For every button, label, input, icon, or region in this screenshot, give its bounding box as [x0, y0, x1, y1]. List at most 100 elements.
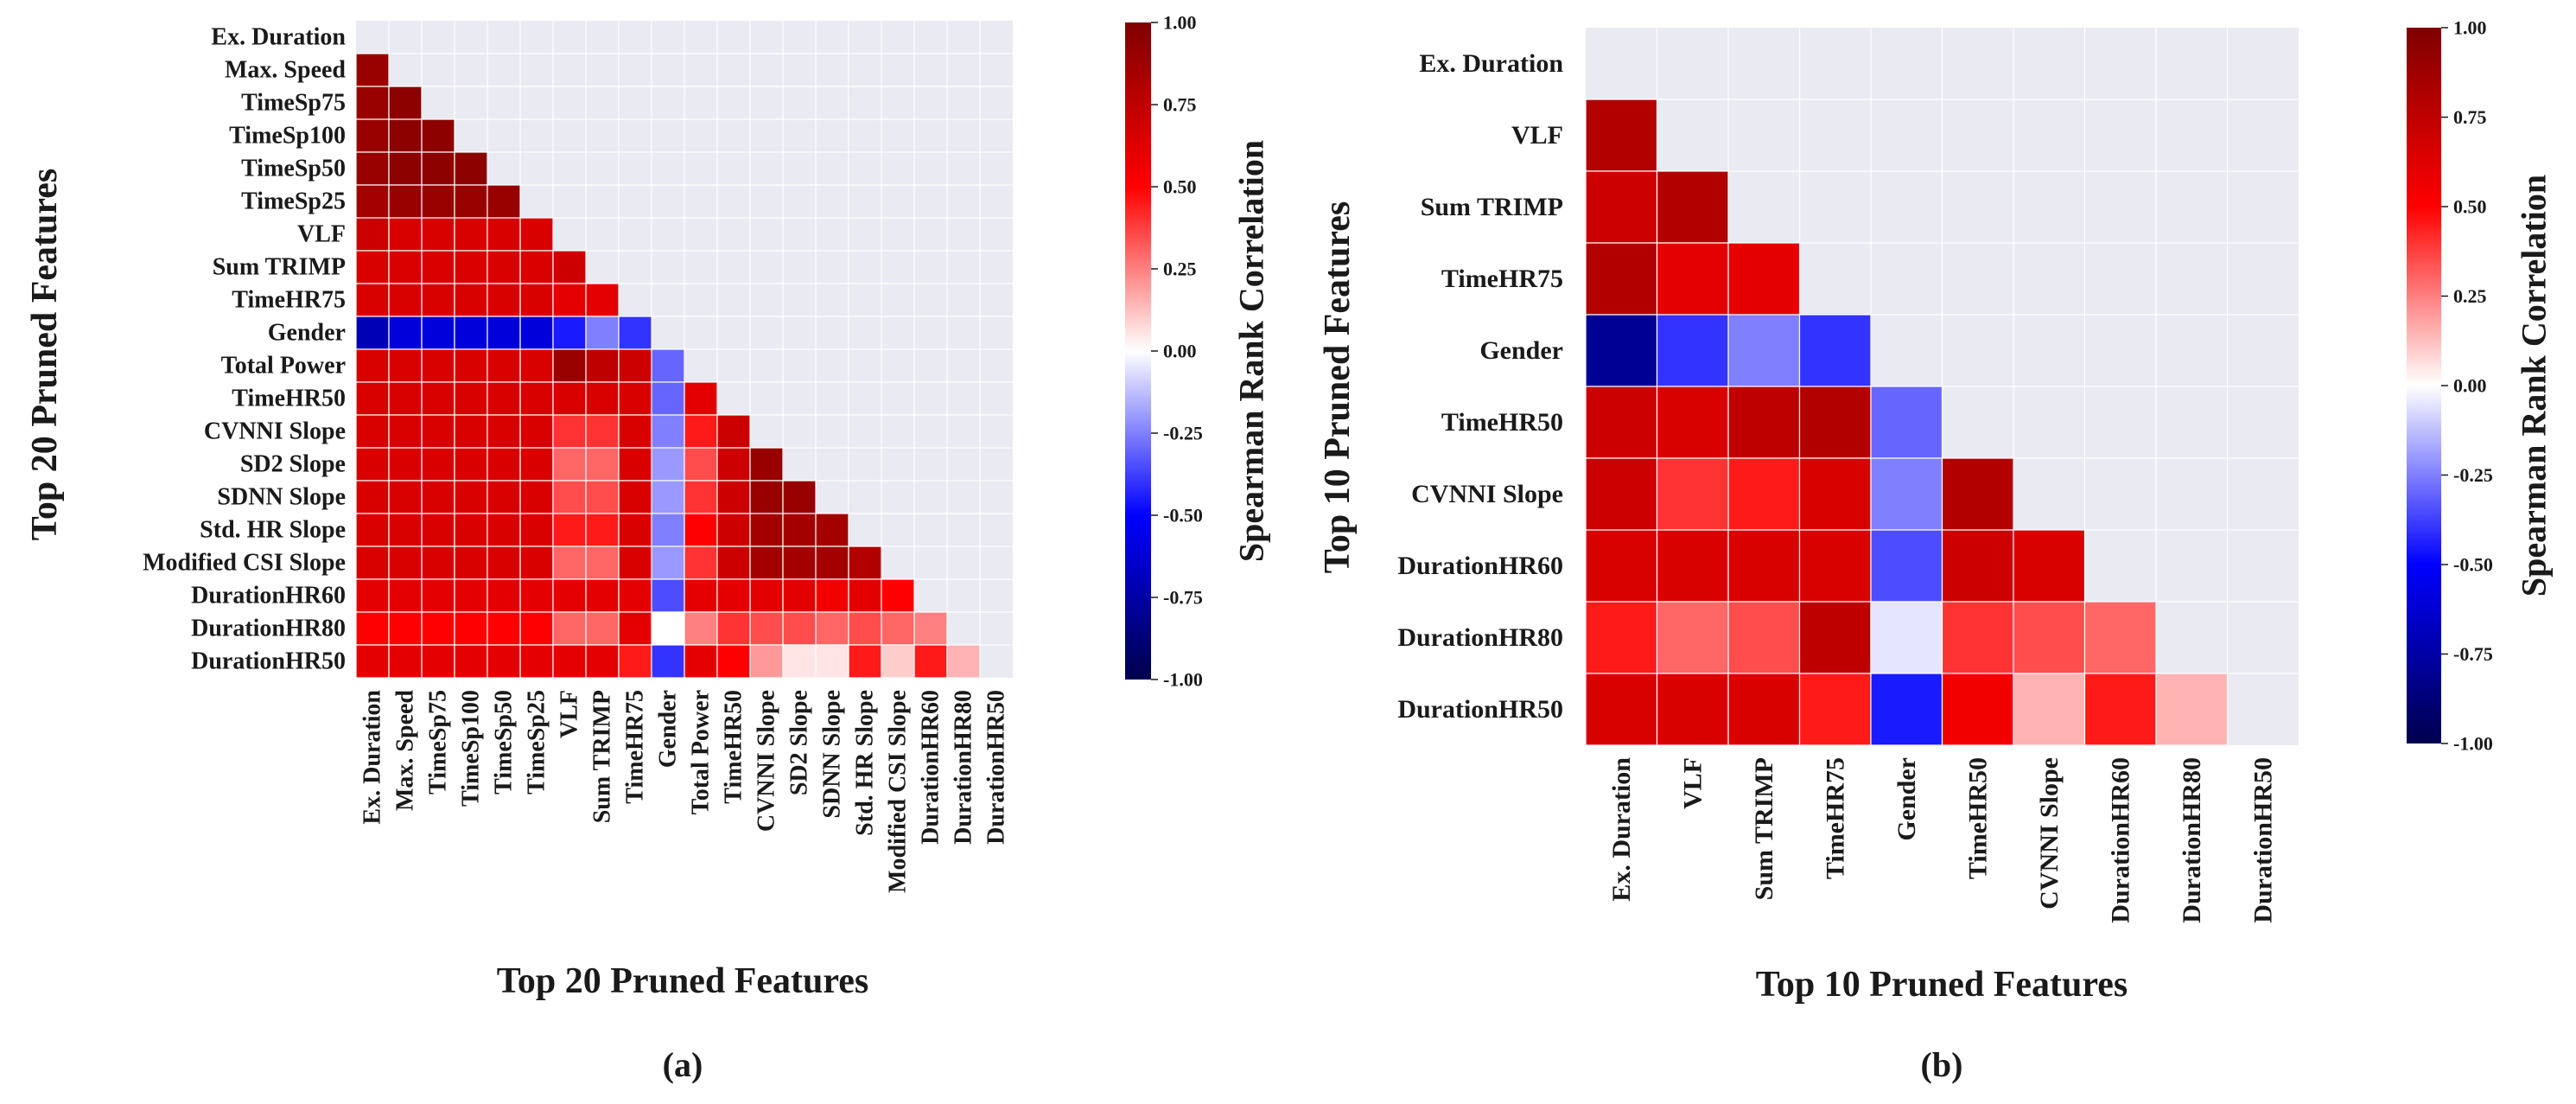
heatmap-cell	[585, 546, 620, 580]
y-tick-label: Sum TRIMP	[1421, 193, 1563, 221]
y-tick-label: TimeHR75	[232, 287, 346, 314]
y-tick-label: Ex. Duration	[211, 24, 346, 51]
x-tick-label: TimeHR75	[1821, 757, 1849, 879]
heatmap-cell	[519, 611, 554, 646]
heatmap-cell	[684, 381, 718, 416]
heatmap-cell	[421, 513, 455, 547]
heatmap-cell	[552, 381, 587, 416]
heatmap-cell	[421, 250, 455, 284]
x-tick-label: Std. HR Slope	[852, 690, 879, 836]
heatmap-cell	[487, 348, 521, 383]
heatmap-cell	[355, 546, 390, 580]
heatmap-cell	[355, 644, 390, 679]
heatmap-cell	[388, 86, 423, 120]
heatmap-cell	[651, 381, 685, 416]
heatmap-cell	[421, 348, 455, 383]
y-tick-label: DurationHR80	[1397, 623, 1563, 652]
heatmap-cell	[519, 644, 554, 679]
heatmap-cell	[585, 578, 620, 613]
heatmap-cell	[1941, 457, 2014, 531]
heatmap-cell	[815, 546, 849, 580]
heatmap-cell	[487, 283, 521, 317]
colorbar-tick-label: 0.25	[1163, 258, 1197, 280]
y-tick-label: TimeHR50	[1441, 408, 1563, 437]
x-tick-label: TimeHR75	[622, 690, 649, 804]
colorbar-tick-label: -0.50	[2453, 554, 2493, 576]
heatmap-cell	[815, 578, 849, 613]
heatmap-cell	[1870, 601, 1943, 674]
heatmap-cell	[1941, 601, 2014, 674]
heatmap-cell	[519, 348, 554, 383]
heatmap-cell	[585, 414, 620, 449]
heatmap-cell	[355, 118, 390, 153]
heatmap-cell	[519, 480, 554, 514]
heatmap-cell	[782, 611, 817, 646]
heatmap-cell	[848, 578, 882, 613]
colorbar-tick-label: -1.00	[2453, 733, 2493, 755]
heatmap-panel-b: Ex. Duration VLF Sum TRIMP TimeHR75 Gender Ti…	[1318, 17, 2554, 1085]
heatmap-cell	[618, 611, 652, 646]
heatmap-cell	[519, 513, 554, 547]
heatmap-cell	[2083, 673, 2157, 746]
heatmap-cell	[618, 414, 652, 449]
heatmap-cell	[487, 414, 521, 449]
heatmap-cell	[716, 644, 751, 679]
y-tick-label: DurationHR80	[191, 616, 346, 642]
heatmap-cell	[519, 217, 554, 252]
heatmap-cell	[585, 283, 620, 317]
heatmap-cell	[355, 381, 390, 416]
heatmap-cell	[782, 480, 817, 514]
y-tick-label: DurationHR60	[1397, 552, 1563, 580]
heatmap-cell	[2013, 601, 2086, 674]
heatmap-cell	[1656, 601, 1729, 674]
x-tick-label: TimeSp100	[458, 690, 485, 807]
heatmap-cell	[454, 184, 488, 219]
heatmap-cell	[552, 414, 587, 449]
heatmap-cell	[487, 611, 521, 646]
heatmap-cell	[355, 611, 390, 646]
heatmap-cell	[454, 348, 488, 383]
x-tick-label: Max. Speed	[392, 690, 419, 811]
heatmap-cell	[454, 414, 488, 449]
y-tick-label: Gender	[1479, 336, 1563, 365]
x-tick-label: VLF	[1678, 757, 1707, 809]
heatmap-cell	[388, 283, 423, 317]
heatmap-cell	[454, 546, 488, 580]
heatmap-cell	[355, 283, 390, 317]
x-tick-label: TimeSp50	[491, 690, 518, 794]
heatmap-cell	[716, 513, 751, 547]
heatmap-cell	[1656, 314, 1729, 387]
heatmap-cell	[388, 644, 423, 679]
heatmap-cell	[618, 546, 652, 580]
heatmap-cell	[454, 250, 488, 284]
heatmap-cell	[519, 316, 554, 350]
heatmap-cell	[388, 414, 423, 449]
heatmap-cell	[716, 578, 751, 613]
x-tick-label: TimeHR50	[1963, 757, 1992, 879]
heatmap-cell	[618, 513, 652, 547]
heatmap-cell	[618, 644, 652, 679]
heatmap-cell	[1585, 457, 1658, 531]
heatmap-cell	[421, 611, 455, 646]
heatmap-cell	[487, 316, 521, 350]
heatmap-cell	[388, 118, 423, 153]
x-tick-label: DurationHR80	[2178, 757, 2206, 923]
heatmap-cell	[1798, 457, 1872, 531]
heatmap-cell	[519, 546, 554, 580]
x-tick-label: Ex. Duration	[1607, 757, 1636, 902]
y-tick-label: TimeSp25	[241, 188, 346, 215]
y-tick-label: Total Power	[221, 353, 346, 380]
colorbar-tick-label: -0.75	[2453, 643, 2493, 665]
x-tick-label: DurationHR60	[2106, 757, 2134, 923]
colorbar-tick-label: 0.00	[2453, 375, 2487, 397]
x-tick-label: Ex. Duration	[359, 690, 386, 825]
x-tick-label: Gender	[655, 690, 682, 768]
colorbar-tick-label: -0.75	[1163, 587, 1203, 609]
heatmap-cell	[2013, 673, 2086, 746]
colorbar-tick-label: 0.50	[2453, 196, 2487, 218]
colorbar	[2407, 28, 2441, 743]
heatmap-cell	[454, 578, 488, 613]
heatmap-cell	[913, 644, 948, 679]
heatmap-cell	[421, 118, 455, 153]
